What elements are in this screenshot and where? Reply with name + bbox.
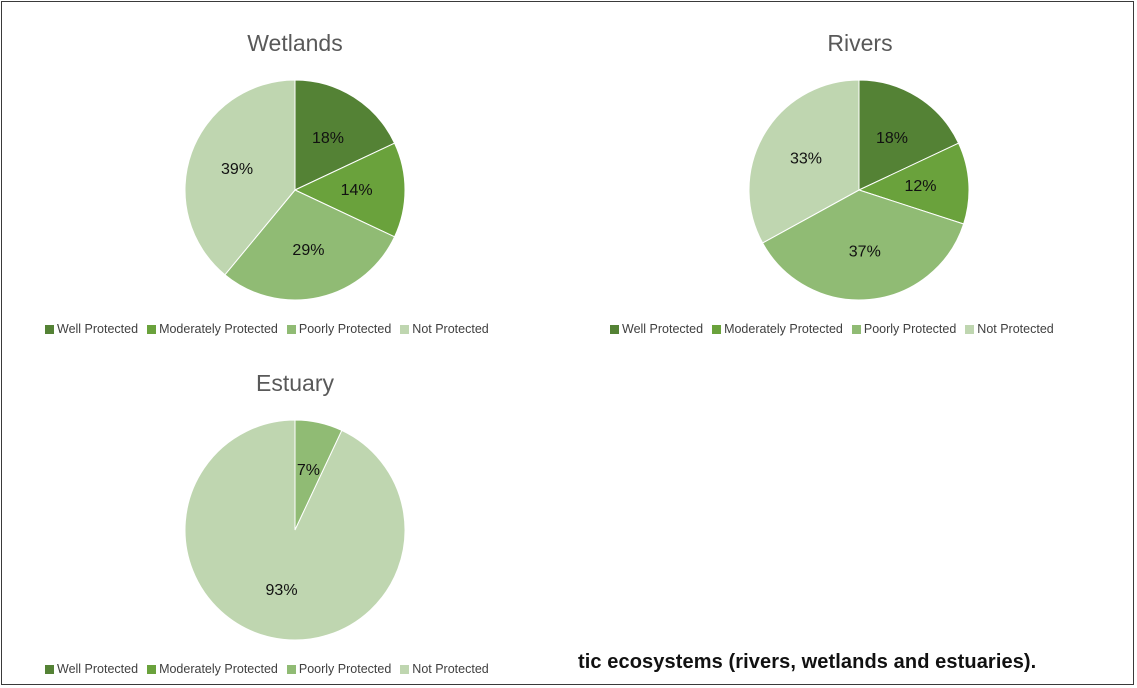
pie-slice-poorly-protected xyxy=(761,189,965,301)
legend-label: Well Protected xyxy=(622,322,704,336)
pie-slice-moderately-protected xyxy=(293,142,406,238)
legend-item-not-protected: Not Protected xyxy=(965,322,1054,336)
pie-slice-moderately-protected xyxy=(857,142,970,225)
legend-swatch xyxy=(400,324,410,334)
estuary-chart: Estuary 7% 93% Well Protected Moderately P… xyxy=(10,370,580,688)
legend-item-moderately-protected: Moderately Protected xyxy=(147,322,278,336)
data-label-poorly-protected: 7% xyxy=(297,462,320,479)
legend-item-well-protected: Well Protected xyxy=(45,322,138,336)
data-label-not-protected: 39% xyxy=(221,161,253,178)
legend: Well Protected Moderately Protected Poorly… xyxy=(610,322,1054,336)
pie-slice-not-protected xyxy=(184,419,406,641)
legend-label: Poorly Protected xyxy=(863,322,957,336)
legend-item-not-protected: Not Protected xyxy=(400,662,489,676)
legend-label: Moderately Protected xyxy=(724,322,843,336)
legend-swatch xyxy=(965,324,975,334)
legend-swatch xyxy=(286,324,296,334)
legend-swatch xyxy=(45,664,54,674)
legend-item-well-protected: Well Protected xyxy=(45,662,138,676)
legend-swatch xyxy=(400,664,410,674)
legend-label: Well Protected xyxy=(57,322,139,336)
legend-label: Well Protected xyxy=(57,662,139,676)
rivers-pie: 18% 12% 37% 33% xyxy=(748,79,970,301)
data-label-not-protected: 93% xyxy=(266,582,298,599)
legend-label: Not Protected xyxy=(412,322,489,336)
data-label-well-protected: 18% xyxy=(876,130,908,147)
pie-slice-well-protected xyxy=(858,79,960,191)
legend-swatch xyxy=(45,324,54,334)
legend-item-poorly-protected: Poorly Protected xyxy=(286,322,392,336)
data-label-moderately-protected: 12% xyxy=(904,178,936,195)
pie-slice-well-protected xyxy=(294,79,396,191)
data-label-well-protected: 18% xyxy=(312,130,344,147)
legend-label: Poorly Protected xyxy=(298,662,392,676)
legend-label: Not Protected xyxy=(977,322,1054,336)
legend-item-not-protected: Not Protected xyxy=(400,322,489,336)
legend-label: Moderately Protected xyxy=(159,322,278,336)
legend-item-moderately-protected: Moderately Protected xyxy=(712,322,843,336)
data-label-poorly-protected: 37% xyxy=(849,243,881,260)
legend-label: Poorly Protected xyxy=(298,322,392,336)
pie-slice-not-protected xyxy=(748,79,860,244)
legend-swatch xyxy=(712,324,722,334)
figure-caption: tic ecosystems (rivers, wetlands and est… xyxy=(578,651,1037,673)
wetlands-pie: 18% 14% 29% 39% xyxy=(184,79,406,301)
legend-swatch xyxy=(147,664,157,674)
legend-swatch xyxy=(147,324,157,334)
wetlands-chart: Wetlands 18% 14% 29% 39% Well Protected Mode… xyxy=(10,30,580,350)
estuary-pie: 7% 93% xyxy=(184,419,406,641)
legend-swatch xyxy=(286,664,296,674)
legend-item-moderately-protected: Moderately Protected xyxy=(147,662,278,676)
legend-item-poorly-protected: Poorly Protected xyxy=(851,322,957,336)
legend-swatch xyxy=(851,324,861,334)
pie-slice-poorly-protected xyxy=(224,189,396,301)
data-label-moderately-protected: 14% xyxy=(341,182,373,199)
legend-label: Moderately Protected xyxy=(159,662,278,676)
legend: Well Protected Moderately Protected Poorly… xyxy=(45,322,489,336)
legend-item-poorly-protected: Poorly Protected xyxy=(286,662,392,676)
pie-slice-not-protected xyxy=(184,79,296,276)
data-label-not-protected: 33% xyxy=(790,151,822,168)
rivers-chart: Rivers 18% 12% 37% 33% Well Protected Modera… xyxy=(575,30,1137,350)
chart-title: Wetlands xyxy=(247,30,343,56)
data-label-poorly-protected: 29% xyxy=(292,242,324,259)
legend: Well Protected Moderately Protected Poorly… xyxy=(45,662,489,676)
chart-title: Estuary xyxy=(256,370,334,396)
legend-swatch xyxy=(610,324,619,334)
legend-label: Not Protected xyxy=(412,662,489,676)
chart-title: Rivers xyxy=(827,30,893,56)
legend-item-well-protected: Well Protected xyxy=(610,322,703,336)
